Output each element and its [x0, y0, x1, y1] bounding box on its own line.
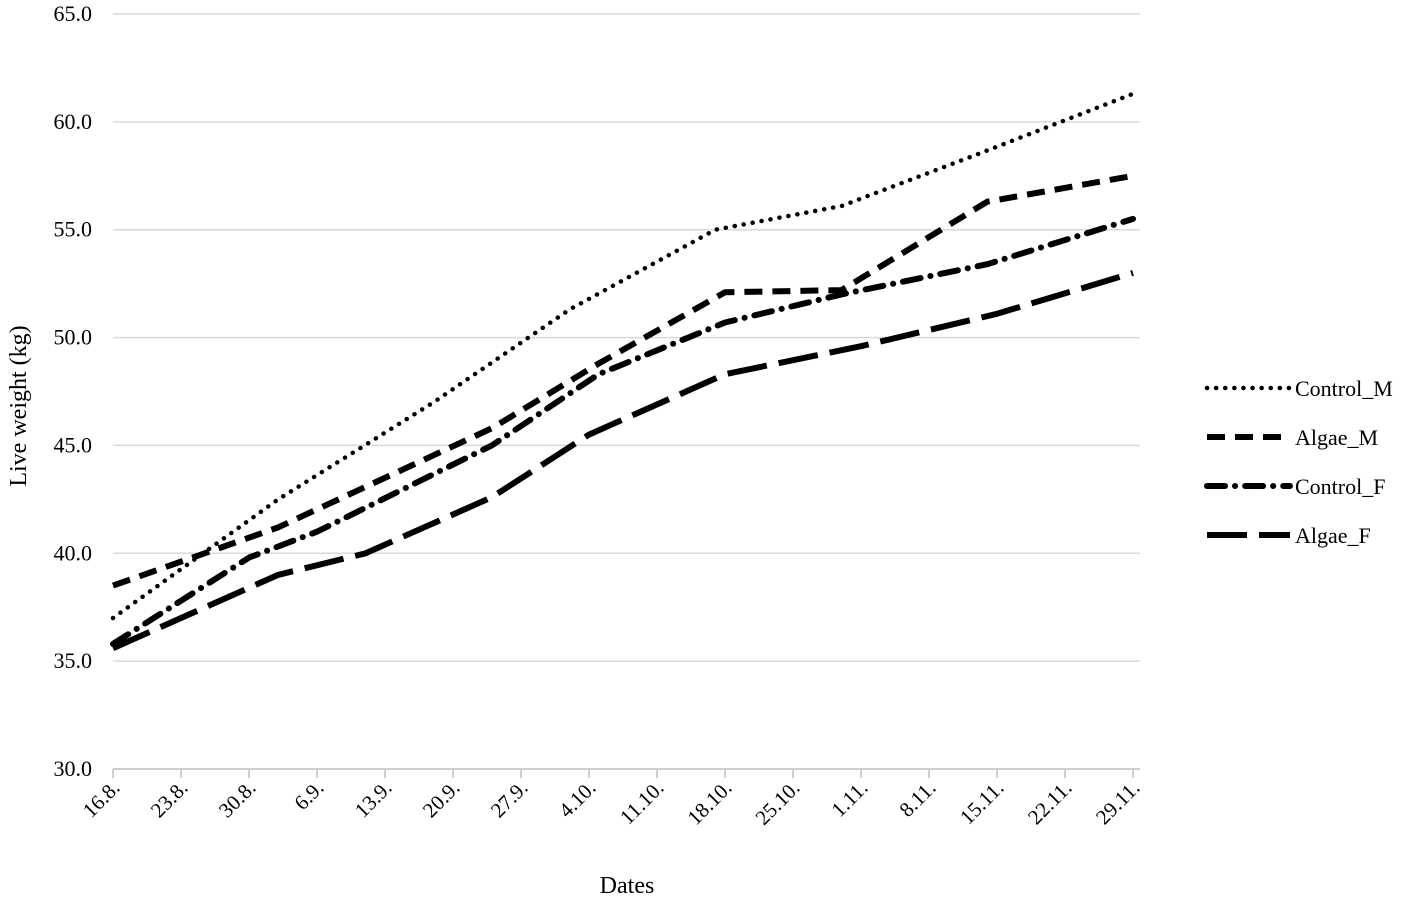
gridlines [113, 13, 1140, 770]
x-tick-label: 8.11. [894, 776, 940, 822]
x-tick-label: 1.11. [826, 776, 872, 822]
legend: Control_M Algae_M Control_F Algae_F [1204, 376, 1393, 548]
x-tick-label: 15.11. [955, 776, 1009, 830]
x-tick-label: 4.10. [554, 776, 601, 823]
x-tick-label: 11.10. [615, 776, 669, 830]
y-axis-ticks: 30.0 35.0 40.0 45.0 50.0 55.0 60.0 65.0 [54, 1, 93, 781]
y-tick-label: 35.0 [54, 648, 93, 673]
series-line-algae-m [112, 172, 1134, 589]
y-tick-label: 45.0 [54, 432, 93, 457]
y-tick-label: 60.0 [54, 109, 93, 134]
series-line-algae-f [111, 270, 1134, 651]
x-axis-title: Dates [600, 873, 655, 899]
y-tick-label: 40.0 [54, 540, 93, 565]
x-tick-label: 6.9. [289, 776, 328, 815]
series-lines [110, 91, 1136, 651]
x-tick-label: 20.9. [418, 776, 465, 823]
x-tick-label: 23.8. [146, 776, 193, 823]
y-tick-label: 30.0 [54, 756, 93, 781]
series-line-control-m [110, 91, 1136, 621]
y-tick-label: 55.0 [54, 217, 93, 242]
x-tick-label: 18.10. [682, 776, 736, 830]
x-tick-label: 16.8. [78, 776, 125, 823]
y-tick-label: 50.0 [54, 325, 93, 350]
legend-label: Control_F [1295, 474, 1385, 499]
x-tick-label: 25.10. [750, 776, 804, 830]
legend-label: Algae_M [1295, 425, 1378, 450]
x-tick-label: 29.11. [1091, 776, 1145, 830]
y-axis-title: Live weight (kg) [6, 325, 32, 486]
x-tick-label: 27.9. [486, 776, 533, 823]
x-tick-label: 30.8. [214, 776, 261, 823]
y-tick-label: 65.0 [54, 1, 93, 26]
x-tick-label: 22.11. [1023, 776, 1077, 830]
x-axis: 16.8. 23.8. 30.8. 6.9. 13.9. 20.9. 27.9. 4.10. 1… [78, 769, 1145, 830]
x-tick-label: 13.9. [350, 776, 397, 823]
legend-label: Control_M [1295, 376, 1393, 401]
legend-label: Algae_F [1295, 523, 1371, 548]
series-line-control-f [110, 215, 1136, 647]
